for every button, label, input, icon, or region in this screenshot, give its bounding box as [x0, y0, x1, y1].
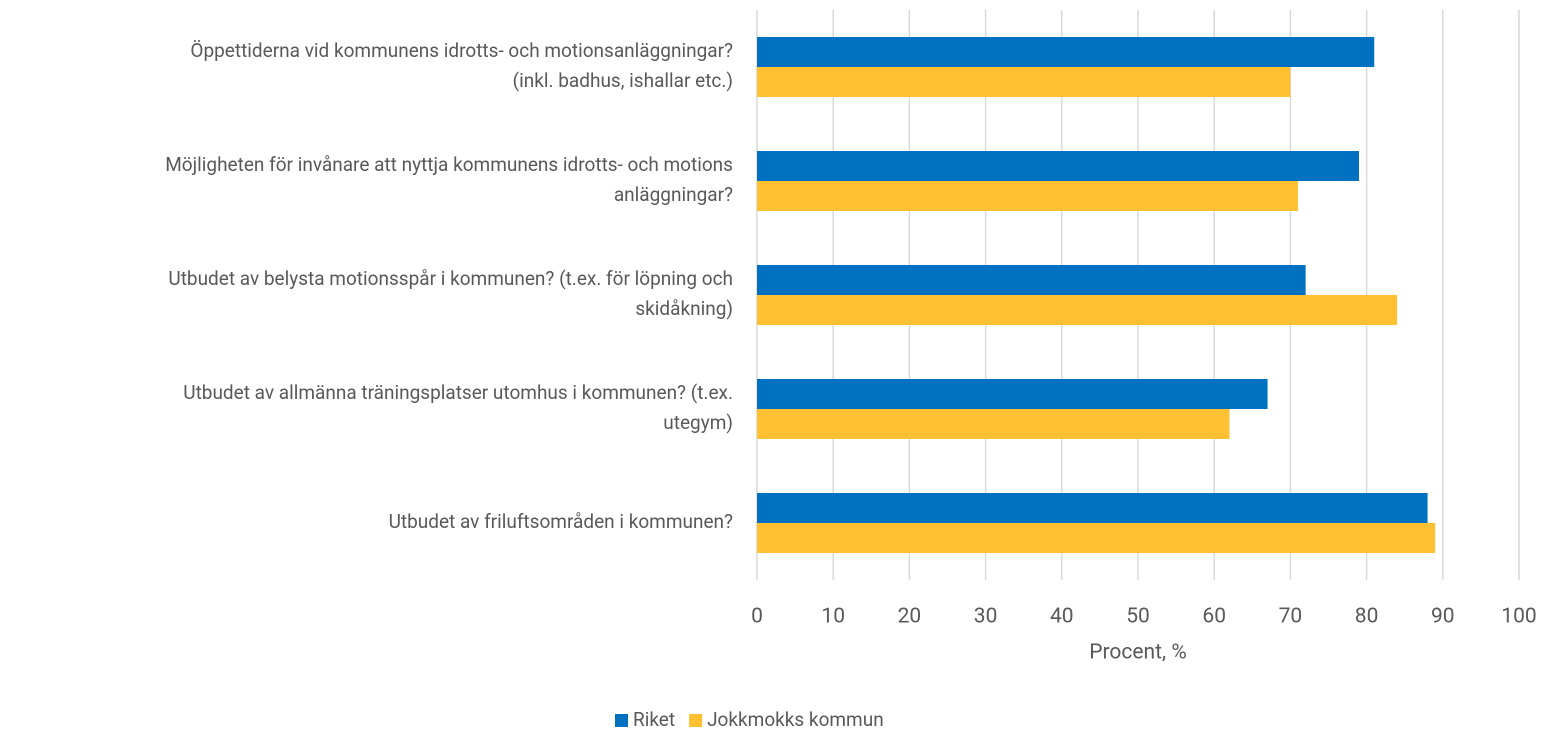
y-tick-label: skidåkning) — [635, 297, 733, 320]
x-tick-label: 10 — [821, 605, 845, 629]
x-tick-label: 40 — [1050, 605, 1074, 629]
x-tick-label: 90 — [1431, 605, 1455, 629]
x-tick-label: 20 — [898, 605, 922, 629]
x-tick-label: 0 — [751, 605, 763, 629]
bar — [757, 67, 1291, 97]
x-tick-label: 70 — [1279, 605, 1303, 629]
bar — [757, 265, 1306, 295]
y-tick-label: Möjligheten för invånare att nyttja komm… — [165, 153, 733, 176]
bar — [757, 493, 1428, 523]
x-tick-label: 50 — [1126, 605, 1150, 629]
x-tick-label: 30 — [974, 605, 998, 629]
bar — [757, 37, 1375, 67]
legend-label: Jokkmokks kommun — [707, 708, 884, 731]
y-tick-label: anläggningar? — [614, 183, 733, 206]
legend-swatch — [689, 714, 703, 727]
bar — [757, 151, 1359, 181]
bar — [757, 523, 1436, 553]
y-tick-label: Öppettiderna vid kommunens idrotts- och … — [190, 39, 733, 62]
y-tick-label: (inkl. badhus, ishallar etc.) — [513, 69, 733, 92]
x-tick-label: 60 — [1202, 605, 1226, 629]
legend-swatch — [615, 714, 628, 727]
bar — [757, 379, 1268, 409]
bar — [757, 295, 1398, 325]
y-tick-label: Utbudet av belysta motionsspår i kommune… — [168, 267, 733, 290]
x-tick-label: 100 — [1501, 605, 1536, 629]
y-tick-label: Utbudet av friluftsområden i kommunen? — [389, 510, 733, 533]
x-axis-label: Procent, % — [1089, 641, 1186, 665]
bar — [757, 409, 1230, 439]
y-tick-label: Utbudet av allmänna träningsplatser utom… — [183, 381, 733, 404]
bar — [757, 181, 1299, 211]
x-tick-label: 80 — [1355, 605, 1379, 629]
legend-label: Riket — [633, 708, 675, 731]
y-tick-label: utegym) — [663, 411, 733, 434]
